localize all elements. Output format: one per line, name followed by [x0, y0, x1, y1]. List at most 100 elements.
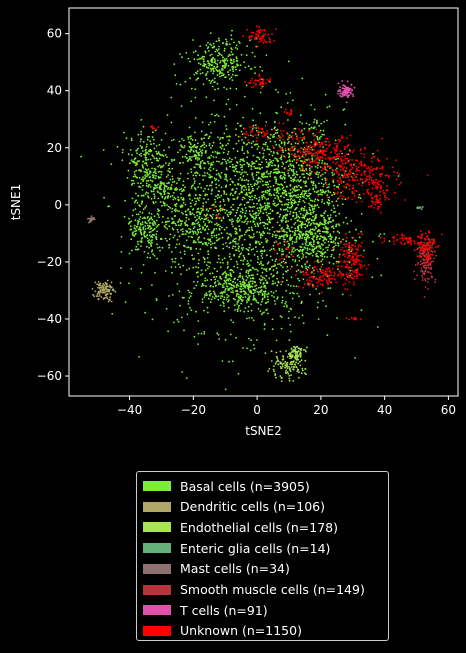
data-point	[149, 140, 152, 143]
data-point	[318, 238, 321, 241]
data-point	[235, 228, 238, 231]
data-point	[286, 169, 289, 172]
data-point	[200, 285, 203, 287]
data-point	[331, 156, 334, 159]
data-point	[259, 77, 262, 80]
data-point	[317, 199, 320, 202]
data-point	[261, 221, 264, 224]
data-point	[209, 272, 212, 275]
data-point	[208, 143, 211, 145]
data-point	[194, 139, 197, 142]
data-point	[335, 150, 337, 153]
data-point	[235, 293, 238, 296]
data-point	[205, 209, 208, 211]
data-point	[314, 141, 317, 143]
data-point	[346, 157, 349, 160]
data-point	[247, 65, 250, 67]
data-point	[267, 183, 270, 186]
data-point	[128, 282, 130, 285]
data-point	[343, 166, 346, 168]
data-point	[271, 233, 274, 236]
data-point	[421, 276, 424, 279]
data-point	[301, 252, 304, 255]
data-point	[229, 165, 231, 168]
data-point	[293, 156, 296, 159]
data-point	[149, 256, 152, 259]
data-point	[288, 379, 291, 382]
data-point	[338, 196, 340, 199]
data-point	[203, 214, 206, 216]
data-point	[251, 86, 253, 89]
data-point	[332, 178, 335, 181]
data-point	[280, 183, 282, 186]
data-point	[424, 232, 427, 235]
data-point	[196, 233, 199, 236]
data-point	[271, 283, 274, 285]
data-point	[197, 271, 199, 274]
data-point	[318, 141, 321, 144]
data-point	[208, 168, 210, 171]
data-point	[166, 114, 169, 116]
data-point	[185, 377, 188, 379]
data-point	[341, 80, 343, 82]
data-point	[196, 214, 199, 217]
data-point	[229, 193, 232, 196]
data-point	[162, 215, 164, 218]
data-point	[160, 173, 163, 176]
data-point	[177, 151, 179, 154]
data-point	[324, 225, 327, 228]
data-point	[211, 79, 214, 82]
data-point	[289, 167, 291, 170]
data-point	[313, 200, 316, 203]
data-point	[282, 238, 285, 241]
data-point	[309, 211, 312, 214]
data-point	[219, 146, 222, 149]
data-point	[306, 346, 308, 349]
data-point	[313, 118, 316, 121]
data-point	[236, 63, 238, 66]
data-point	[378, 235, 380, 238]
data-point	[301, 314, 304, 317]
data-point	[226, 245, 228, 248]
data-point	[199, 274, 202, 276]
data-point	[245, 171, 248, 174]
data-point	[196, 208, 199, 211]
data-point	[305, 256, 307, 258]
data-point	[198, 174, 201, 177]
data-point	[298, 259, 301, 262]
data-point	[263, 268, 265, 270]
data-point	[311, 228, 314, 231]
data-point	[286, 279, 288, 282]
data-point	[280, 174, 282, 177]
data-point	[130, 268, 133, 270]
data-point	[302, 156, 305, 159]
data-point	[279, 176, 282, 179]
data-point	[333, 245, 335, 248]
data-point	[336, 153, 339, 156]
data-point	[278, 215, 281, 218]
data-point	[260, 131, 263, 134]
data-point	[314, 184, 317, 187]
data-point	[301, 147, 303, 149]
data-point	[333, 207, 336, 210]
data-point	[240, 252, 243, 255]
data-point	[297, 219, 300, 222]
data-point	[305, 181, 308, 184]
data-point	[248, 243, 251, 246]
data-point	[252, 277, 255, 279]
data-point	[253, 144, 256, 146]
data-point	[241, 283, 244, 286]
data-point	[144, 154, 147, 157]
data-point	[291, 131, 293, 134]
data-point	[430, 276, 433, 279]
data-point	[297, 203, 299, 206]
data-point	[256, 183, 258, 186]
data-point	[231, 66, 234, 68]
data-point	[205, 292, 208, 295]
data-point	[299, 348, 302, 351]
data-point	[263, 324, 266, 326]
data-point	[129, 228, 132, 231]
data-point	[289, 352, 292, 355]
data-point	[195, 247, 198, 250]
data-point	[256, 148, 259, 150]
